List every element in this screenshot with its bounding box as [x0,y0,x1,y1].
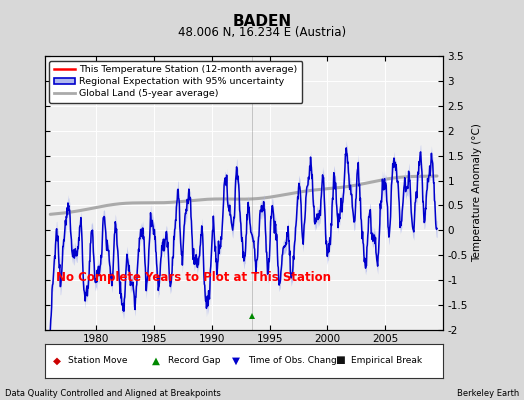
Text: Empirical Break: Empirical Break [351,356,422,365]
Text: Record Gap: Record Gap [168,356,221,365]
Text: ■: ■ [335,355,345,365]
Text: 48.006 N, 16.234 E (Austria): 48.006 N, 16.234 E (Austria) [178,26,346,39]
Text: Station Move: Station Move [69,356,128,365]
Y-axis label: Temperature Anomaly (°C): Temperature Anomaly (°C) [472,124,482,262]
Text: Data Quality Controlled and Aligned at Breakpoints: Data Quality Controlled and Aligned at B… [5,389,221,398]
Text: ▼: ▼ [232,355,239,365]
Text: Berkeley Earth: Berkeley Earth [456,389,519,398]
Text: ◆: ◆ [52,355,60,365]
Legend: This Temperature Station (12-month average), Regional Expectation with 95% uncer: This Temperature Station (12-month avera… [49,61,302,103]
Text: No Complete Years to Plot at This Station: No Complete Years to Plot at This Statio… [57,271,332,284]
Text: Time of Obs. Change: Time of Obs. Change [248,356,342,365]
Text: ▲: ▲ [152,355,160,365]
Text: BADEN: BADEN [233,14,291,29]
